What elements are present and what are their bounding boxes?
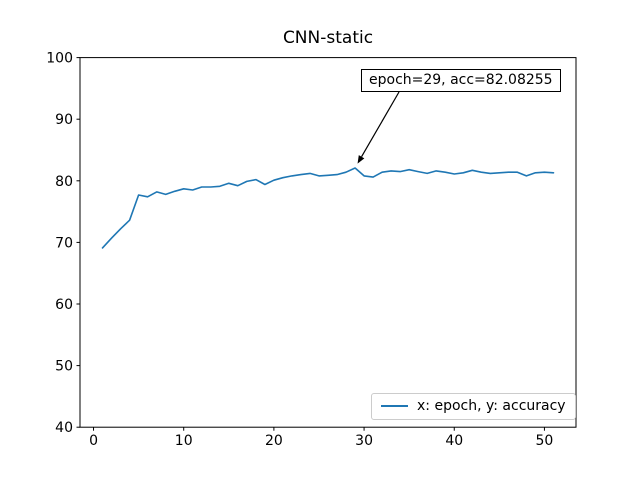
annotation-box: epoch=29, acc=82.08255: [361, 69, 561, 92]
x-tick-label: 10: [175, 433, 193, 449]
x-tick-label: 20: [265, 433, 283, 449]
x-tick-label: 0: [89, 433, 98, 449]
y-tick-label: 100: [46, 51, 73, 67]
plot-frame: [79, 57, 577, 428]
y-tick-label: 90: [55, 112, 73, 128]
y-tick-label: 40: [55, 420, 73, 436]
x-tick-label: 30: [355, 433, 373, 449]
data-line: [101, 167, 555, 249]
chart-title: CNN-static: [282, 28, 374, 48]
legend: x: epoch, y: accuracy: [371, 393, 576, 420]
annotation-arrowhead: [357, 155, 365, 164]
y-tick-label: 50: [55, 359, 73, 375]
legend-label: x: epoch, y: accuracy: [417, 398, 566, 414]
legend-line-icon: [381, 405, 408, 407]
y-tick-label: 70: [55, 235, 73, 251]
x-tick-label: 40: [445, 433, 463, 449]
annotation-arrow: [361, 91, 400, 158]
x-tick-label: 50: [536, 433, 554, 449]
y-tick-label: 60: [55, 297, 73, 313]
y-tick-label: 80: [55, 174, 73, 190]
